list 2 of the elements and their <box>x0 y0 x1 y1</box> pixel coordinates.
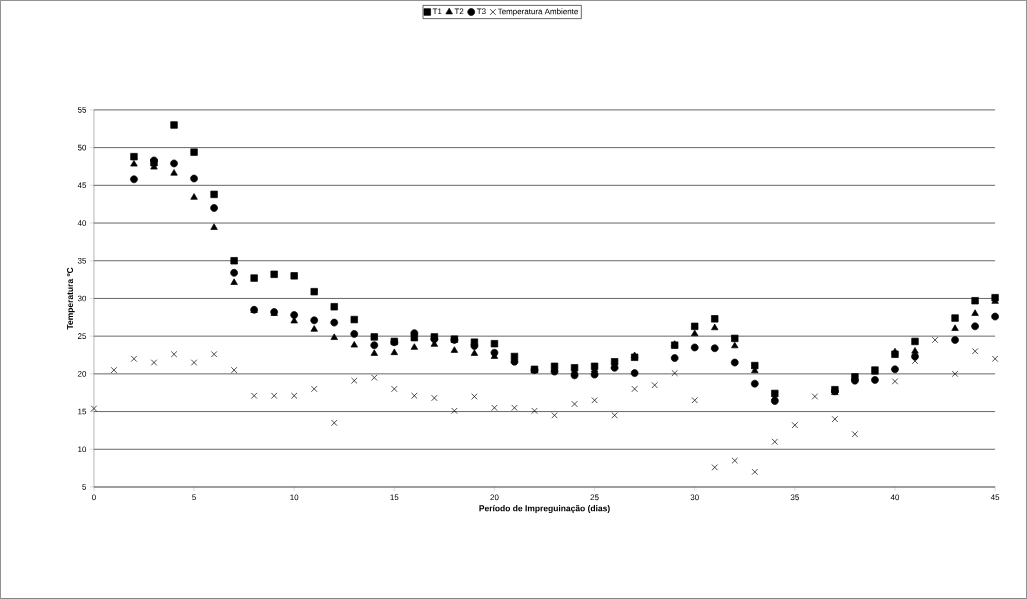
y-axis-title: Temperatura ºC <box>67 267 75 330</box>
x-axis-title: Período de Impreguinação (dias) <box>479 505 610 514</box>
